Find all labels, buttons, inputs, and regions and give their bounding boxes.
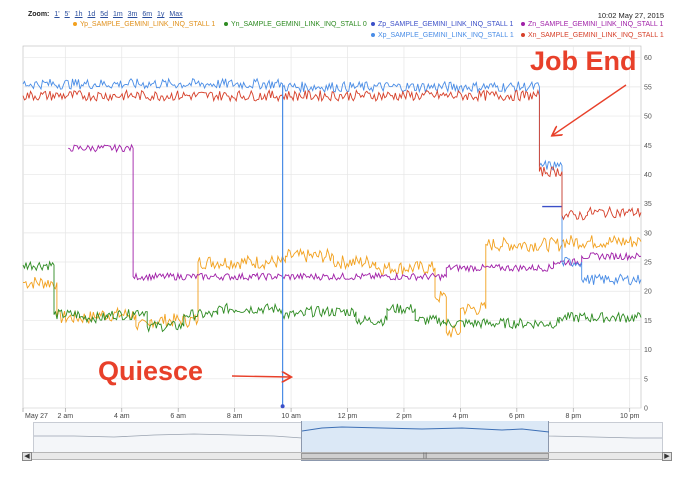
series-line-3 [68, 143, 642, 282]
plot-area [22, 45, 642, 409]
zoom-label: Zoom: [28, 11, 50, 18]
legend-item-yp[interactable]: Yp_SAMPLE_GEMINI_LINK_INQ_STALL 1 [73, 21, 215, 28]
x-tick-label: May 27 [25, 413, 48, 420]
y-tick-label: 25 [644, 260, 652, 267]
series-line-0 [22, 234, 642, 338]
legend-dot-icon [224, 22, 228, 27]
x-tick-label: 6 pm [509, 413, 525, 420]
zoom-option-1d[interactable]: 1d [87, 11, 96, 18]
y-tick-label: 50 [644, 114, 652, 121]
y-tick-label: 55 [644, 84, 652, 91]
series-line-5 [22, 88, 642, 221]
zoom-option-1m[interactable]: 1m [112, 11, 123, 18]
x-tick-label: 4 am [114, 413, 130, 420]
y-tick-label: 10 [644, 347, 652, 354]
x-tick-label: 2 pm [396, 413, 412, 420]
x-tick-label: 2 am [58, 413, 74, 420]
zoom-option-1y[interactable]: 1y [157, 11, 165, 18]
y-tick-label: 5 [644, 376, 648, 383]
zoom-option-1min[interactable]: 1' [54, 11, 60, 18]
zoom-option-max[interactable]: Max [169, 11, 183, 18]
series-line-4 [22, 77, 642, 286]
legend-dot-icon [521, 22, 525, 27]
legend-dot-icon [73, 22, 77, 27]
scroll-right-button[interactable]: ▶ [662, 452, 672, 461]
x-tick-label: 4 pm [453, 413, 469, 420]
legend-label: Zp_SAMPLE_GEMINI_LINK_INQ_STALL 1 [378, 21, 514, 28]
legend-item-zp[interactable]: Zp_SAMPLE_GEMINI_LINK_INQ_STALL 1 [371, 21, 513, 28]
zoom-option-6m[interactable]: 6m [142, 11, 153, 18]
zoom-option-5d[interactable]: 5d [100, 11, 109, 18]
legend-label: Zn_SAMPLE_GEMINI_LINK_INQ_STALL 1 [528, 21, 664, 28]
legend-dot-icon [521, 33, 525, 38]
x-tick-label: 10 pm [620, 413, 640, 420]
x-tick-label: 12 pm [338, 413, 358, 420]
quiesce-arrow [231, 376, 290, 377]
legend-item-xn[interactable]: Xn_SAMPLE_GEMINI_LINK_INQ_STALL 1 [521, 32, 664, 39]
legend-item-zn[interactable]: Zn_SAMPLE_GEMINI_LINK_INQ_STALL 1 [521, 21, 663, 28]
legend-label: Xn_SAMPLE_GEMINI_LINK_INQ_STALL 1 [528, 32, 664, 39]
legend-label: Yp_SAMPLE_GEMINI_LINK_INQ_STALL 1 [80, 21, 216, 28]
legend-label: Xp_SAMPLE_GEMINI_LINK_INQ_STALL 1 [378, 32, 514, 39]
quiesce-marker [280, 404, 285, 409]
timestamp: 10:02 May 27, 2015 [597, 11, 664, 20]
annotation-job-end: Job End [530, 46, 637, 76]
x-tick-label: 6 am [170, 413, 186, 420]
y-tick-label: 15 [644, 318, 652, 325]
zoom-option-3m[interactable]: 3m [127, 11, 138, 18]
y-tick-label: 20 [644, 289, 652, 296]
legend-dot-icon [371, 22, 375, 27]
y-tick-label: 0 [644, 406, 648, 413]
y-tick-label: 40 [644, 172, 652, 179]
job-end-arrow [553, 84, 627, 135]
y-tick-label: 45 [644, 143, 652, 150]
zoom-bar: Zoom: 1' 5' 1h 1d 5d 1m 3m 6m 1y Max [28, 11, 186, 18]
scroll-left-button[interactable]: ◀ [22, 452, 32, 461]
scrollbar-thumb[interactable]: ||| [301, 453, 549, 459]
zoom-option-1h[interactable]: 1h [74, 11, 83, 18]
legend-label: Yn_SAMPLE_GEMINI_LINK_INQ_STALL 0 [231, 21, 367, 28]
legend-item-xp[interactable]: Xp_SAMPLE_GEMINI_LINK_INQ_STALL 1 [371, 32, 514, 39]
y-tick-label: 60 [644, 55, 652, 62]
x-tick-label: 8 am [227, 413, 243, 420]
navigator-selection-sparkline [302, 426, 550, 433]
legend-item-yn[interactable]: Yn_SAMPLE_GEMINI_LINK_INQ_STALL 0 [224, 21, 367, 28]
legend-dot-icon [371, 33, 375, 38]
y-tick-label: 30 [644, 230, 652, 237]
series-line-1 [22, 260, 642, 333]
x-tick-label: 8 pm [565, 413, 581, 420]
y-tick-label: 35 [644, 201, 652, 208]
x-tick-label: 10 am [281, 413, 301, 420]
annotation-quiesce: Quiesce [98, 356, 204, 386]
zoom-option-5min[interactable]: 5' [64, 11, 70, 18]
